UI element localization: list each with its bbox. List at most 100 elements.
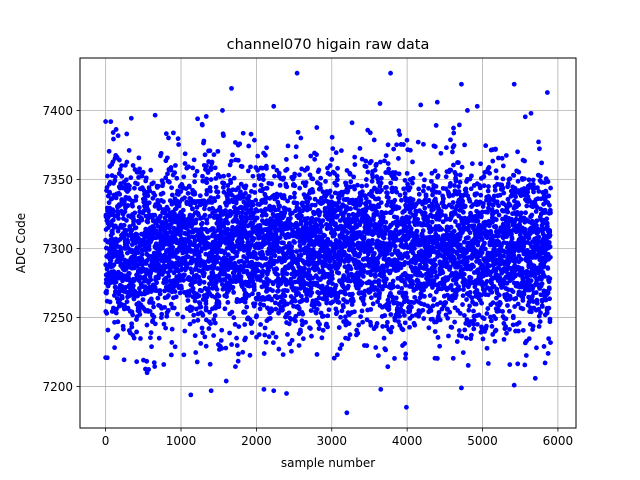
data-point <box>121 222 127 228</box>
data-point <box>462 203 468 209</box>
data-point <box>240 130 246 136</box>
data-point <box>310 275 316 281</box>
data-point <box>170 244 176 250</box>
data-point <box>404 294 409 300</box>
data-point <box>376 353 381 358</box>
data-point <box>380 214 386 220</box>
data-point <box>449 298 455 303</box>
data-point <box>471 326 477 332</box>
data-point <box>178 228 184 234</box>
data-point <box>130 312 136 318</box>
data-point <box>206 235 211 241</box>
data-point <box>120 278 125 284</box>
data-point <box>233 364 238 369</box>
data-point <box>168 165 174 170</box>
data-point <box>441 196 446 201</box>
data-point <box>239 217 245 222</box>
data-point <box>112 345 117 351</box>
data-point <box>320 218 326 224</box>
data-point <box>254 313 260 319</box>
data-point <box>312 202 318 208</box>
data-point <box>423 193 429 199</box>
data-point <box>166 135 171 141</box>
data-point <box>263 339 269 345</box>
data-point <box>385 319 390 325</box>
data-point <box>383 170 389 175</box>
data-point <box>213 280 219 286</box>
data-point <box>284 166 290 172</box>
data-point <box>451 162 456 168</box>
data-point <box>169 340 175 345</box>
data-point <box>395 284 401 290</box>
data-point <box>174 175 180 181</box>
data-point <box>397 313 403 319</box>
data-point <box>151 225 157 231</box>
data-point <box>296 343 302 348</box>
data-point <box>334 182 340 188</box>
data-point <box>273 306 279 312</box>
data-point <box>349 120 355 126</box>
data-point <box>190 286 196 291</box>
data-point <box>173 294 179 300</box>
data-point <box>112 178 118 184</box>
data-point <box>105 327 111 333</box>
data-point <box>208 188 213 194</box>
data-point <box>346 212 352 218</box>
data-point <box>330 299 336 305</box>
data-point <box>363 177 369 182</box>
data-point <box>339 342 345 348</box>
data-point <box>146 247 152 252</box>
data-point <box>169 221 174 226</box>
data-point <box>392 170 398 175</box>
data-point <box>299 213 304 219</box>
data-point <box>308 326 313 331</box>
data-point <box>319 223 325 229</box>
data-point <box>320 327 326 333</box>
data-point <box>358 197 364 203</box>
data-point <box>131 296 137 302</box>
data-point <box>431 278 437 283</box>
data-point <box>274 194 280 200</box>
data-point <box>202 152 208 158</box>
data-point <box>185 298 191 303</box>
data-point <box>248 131 254 137</box>
data-point <box>136 205 142 210</box>
data-point <box>125 305 131 311</box>
data-point <box>113 310 119 316</box>
data-point <box>436 190 442 195</box>
data-point <box>182 161 188 166</box>
data-point <box>247 283 252 289</box>
data-point <box>224 203 229 208</box>
data-point <box>449 325 455 330</box>
data-point <box>145 193 151 199</box>
data-point <box>275 272 281 278</box>
data-point <box>310 189 316 195</box>
data-point <box>467 303 472 309</box>
data-point <box>321 313 326 319</box>
data-point <box>306 267 312 273</box>
data-point <box>203 307 209 313</box>
data-point <box>373 274 378 279</box>
data-point <box>355 182 360 188</box>
data-point <box>338 314 343 320</box>
data-point <box>468 275 474 281</box>
data-point <box>475 321 480 327</box>
data-point <box>360 280 365 286</box>
data-point <box>378 180 384 186</box>
data-point <box>117 202 123 208</box>
data-point <box>219 346 225 351</box>
data-point <box>462 313 467 318</box>
data-point <box>186 164 191 170</box>
data-point <box>235 157 241 163</box>
data-point <box>110 217 116 223</box>
data-point <box>131 335 137 341</box>
data-point <box>245 168 251 174</box>
data-point <box>138 336 143 341</box>
data-point <box>412 246 417 251</box>
data-point <box>335 165 340 171</box>
data-point <box>168 268 173 273</box>
data-point <box>129 227 135 233</box>
data-point <box>162 241 167 247</box>
data-point <box>214 287 220 292</box>
data-point <box>354 217 360 223</box>
